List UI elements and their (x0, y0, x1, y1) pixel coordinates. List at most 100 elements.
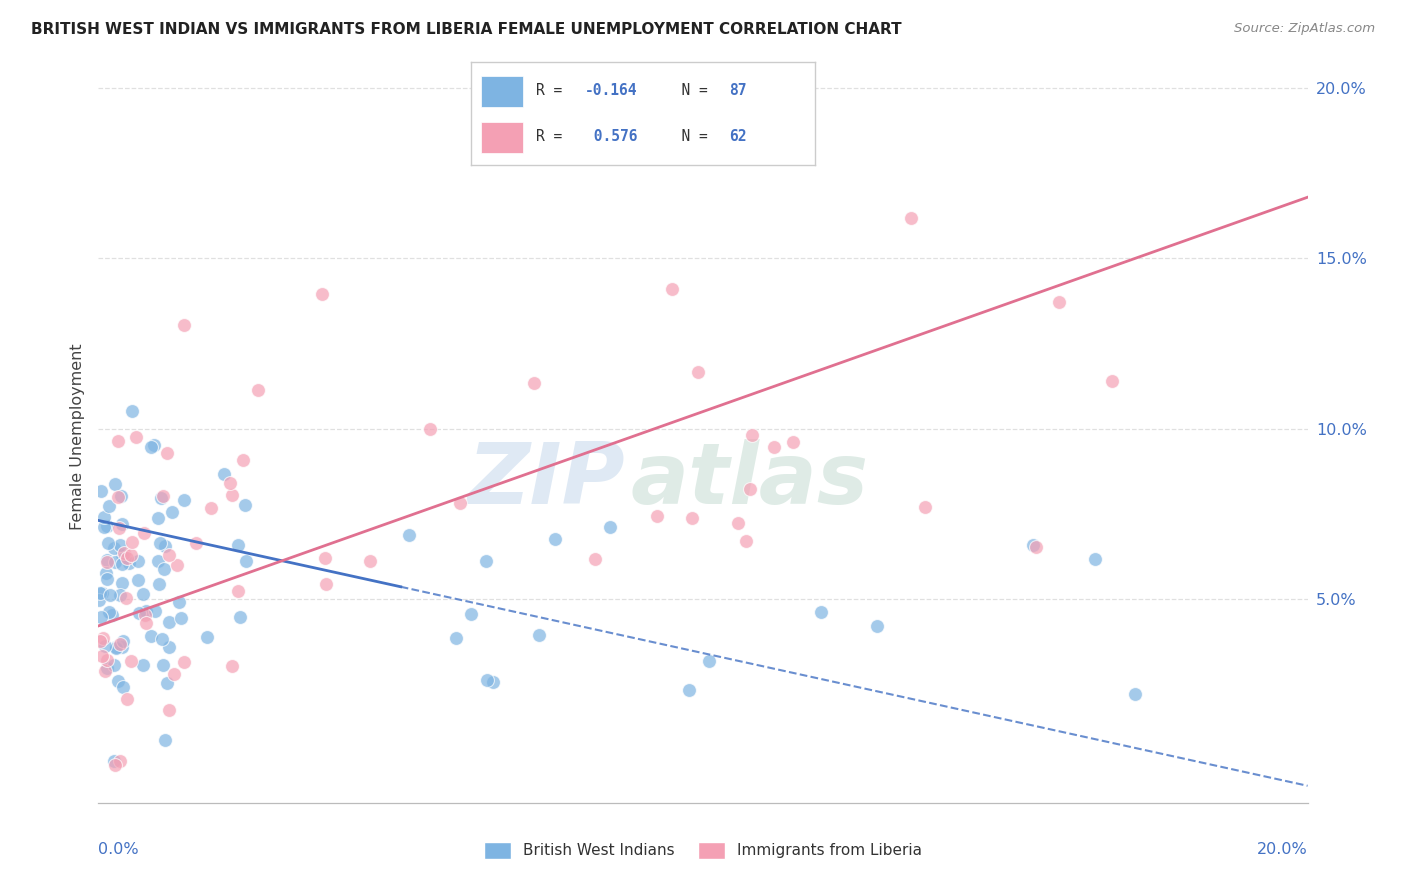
Point (157, 640, 180, 654)
Point (221, 658, 243, 673)
Point (132, 587, 155, 601)
Point (93, 509, 115, 524)
Point (96, 652, 118, 666)
Point (235, 554, 257, 568)
Point (90, 610, 112, 624)
Point (108, 521, 131, 535)
Point (105, 640, 128, 655)
Point (103, 541, 125, 555)
Point (184, 536, 207, 550)
Point (96, 572, 118, 586)
Point (97, 536, 120, 550)
Point (527, 628, 550, 642)
Point (315, 577, 337, 591)
Point (120, 654, 142, 668)
Y-axis label: Female Unemployment: Female Unemployment (69, 343, 84, 531)
Text: 0.0%: 0.0% (98, 842, 139, 856)
Point (1123, 687, 1146, 701)
Point (121, 535, 143, 549)
Point (125, 430, 148, 444)
Point (134, 616, 156, 631)
Point (96, 661, 118, 675)
Point (212, 467, 235, 481)
Point (139, 629, 162, 643)
Text: 20.0%: 20.0% (1257, 842, 1308, 856)
Point (195, 630, 218, 644)
Point (132, 525, 155, 540)
Point (91, 649, 114, 664)
Point (121, 404, 143, 418)
Point (111, 680, 134, 694)
Point (156, 676, 179, 690)
Point (111, 548, 134, 562)
Point (143, 438, 166, 452)
Point (96, 555, 118, 569)
Point (782, 435, 804, 450)
Point (645, 508, 668, 523)
Point (127, 554, 149, 568)
Point (152, 489, 174, 503)
Point (599, 520, 621, 534)
Point (226, 538, 249, 552)
Text: 62: 62 (730, 128, 747, 144)
Point (104, 555, 127, 569)
Point (1022, 538, 1045, 552)
Point (661, 282, 683, 296)
Point (127, 573, 149, 587)
Point (107, 673, 129, 688)
Point (111, 558, 134, 572)
Point (143, 604, 166, 618)
Point (96, 518, 118, 533)
Point (583, 551, 606, 566)
Point (132, 657, 155, 672)
Point (150, 491, 173, 505)
Point (727, 516, 749, 530)
Point (93, 664, 115, 678)
Point (475, 673, 498, 687)
Point (87, 593, 110, 607)
Point (762, 441, 785, 455)
Point (460, 607, 482, 622)
Point (107, 434, 129, 449)
Point (104, 477, 127, 491)
Text: 0.576: 0.576 (585, 128, 637, 144)
Point (108, 637, 131, 651)
Point (104, 641, 127, 656)
Point (112, 546, 135, 560)
Point (93, 520, 115, 534)
Point (107, 490, 129, 504)
Text: R =: R = (537, 83, 571, 97)
Text: -0.164: -0.164 (585, 83, 637, 97)
Point (100, 608, 122, 623)
Point (108, 588, 131, 602)
Point (94, 640, 117, 654)
Point (678, 682, 700, 697)
Point (221, 488, 243, 502)
Point (91, 631, 114, 645)
Point (97, 605, 120, 619)
Text: N =: N = (664, 83, 717, 97)
Point (173, 655, 195, 669)
Point (200, 501, 222, 516)
Point (173, 318, 195, 333)
Point (444, 632, 467, 646)
Point (170, 611, 193, 625)
Point (232, 452, 254, 467)
Point (160, 505, 183, 519)
Point (141, 440, 163, 454)
Text: 87: 87 (730, 83, 747, 97)
Point (866, 619, 889, 633)
Point (544, 532, 567, 546)
Point (1084, 551, 1107, 566)
Bar (481, 122, 523, 153)
Point (112, 633, 135, 648)
Point (157, 615, 180, 629)
Text: N =: N = (664, 128, 717, 144)
Text: atlas: atlas (630, 440, 869, 523)
Text: ZIP: ZIP (467, 440, 624, 523)
Point (103, 657, 125, 672)
Point (681, 511, 703, 525)
Point (914, 500, 936, 514)
Point (98, 588, 121, 602)
Point (111, 576, 134, 591)
